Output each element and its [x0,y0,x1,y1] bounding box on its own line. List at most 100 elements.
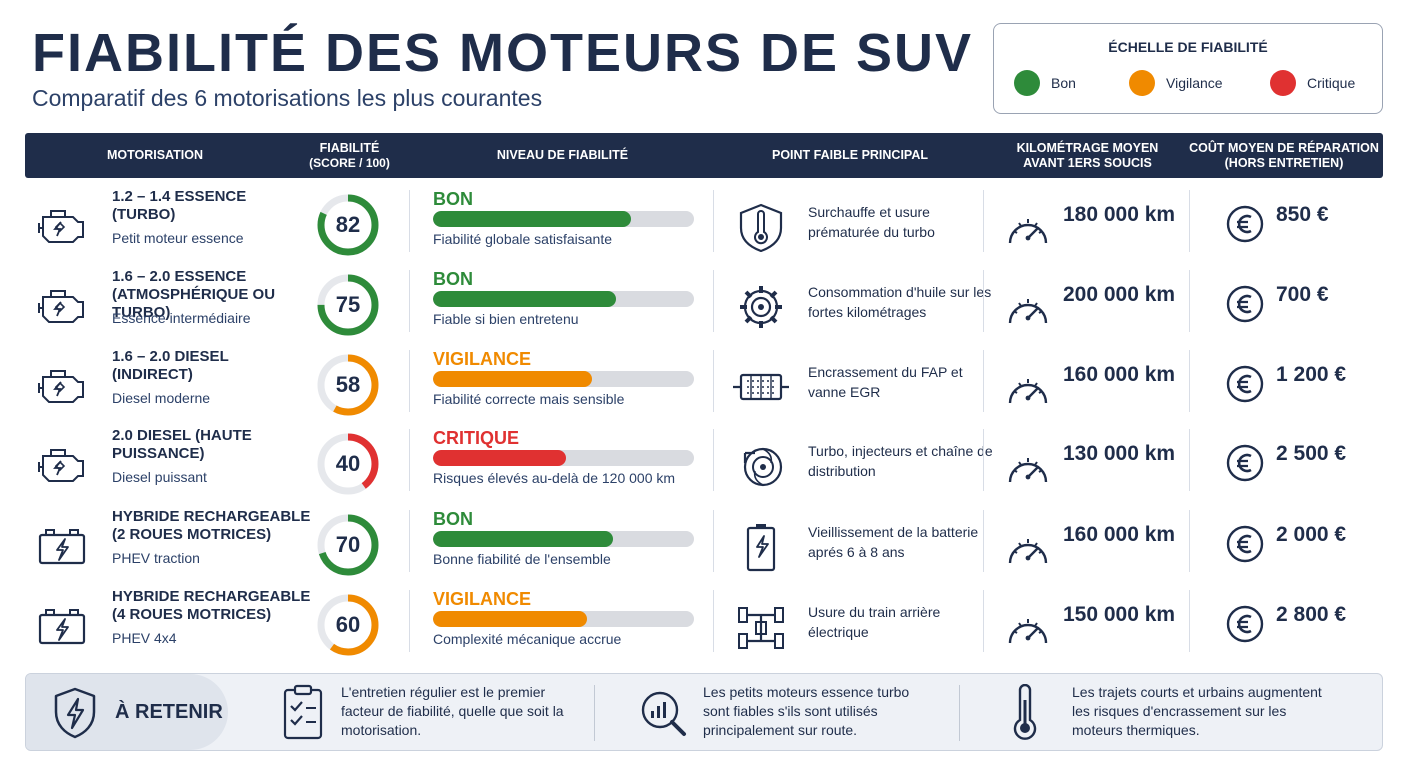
speedometer-icon [1008,379,1048,404]
motorisation-subtitle: PHEV 4x4 [112,630,177,646]
header-km-line2: AVANT 1ERS SOUCIS [1023,155,1152,170]
reliability-level: VIGILANCE [433,349,532,369]
column-divider [1189,590,1190,652]
reliability-bar-fill [433,611,587,627]
repair-cost: 700 € [1276,283,1329,306]
legend-label: Vigilance [1166,75,1223,91]
footer-divider [594,685,595,741]
tip-text-2: Les petits moteurs essence turbo sont fi… [703,684,910,738]
battery-cell-icon [746,524,776,572]
footer-retenir: À RETENIR L'entretien régulier est le pr… [25,673,1383,751]
reliability-description: Fiabilité correcte mais sensible [433,391,625,407]
column-divider [409,510,410,572]
footer-label: À RETENIR [115,701,223,723]
average-mileage: 160 000 km [1063,363,1176,386]
euro-icon [1226,365,1264,403]
score-value: 60 [335,612,361,637]
engine-icon [38,290,84,323]
reliability-bar [433,611,694,627]
weak-point: Encrassement du FAP et vanne EGR [808,364,963,400]
gear-icon [740,286,782,328]
weak-point: Usure du train arrière électrique [808,604,941,640]
table-row: 2.0 DIESEL (HAUTE PUISSANCE) Diesel puiss… [25,424,1383,504]
speedometer-icon [1008,619,1048,644]
score-value: 70 [335,532,361,557]
clipboard-check-icon [283,684,323,740]
battery-icon [38,529,86,565]
header-fiabilite: FIABILITÉ (SCORE / 100) [287,133,412,178]
reliability-bar-fill [433,211,632,227]
footer-divider [959,685,960,741]
battery-icon [38,609,86,645]
reliability-level: BON [433,509,473,529]
turbo-icon [743,447,783,487]
score-ring [317,194,379,256]
euro-icon [1226,285,1264,323]
legend-item-critique: Critique [1270,70,1355,96]
legend-title: ÉCHELLE DE FIABILITÉ [1108,39,1268,55]
magnifier-chart-icon [641,691,686,736]
average-mileage: 200 000 km [1063,283,1176,306]
weak-point: Consommation d'huile sur les fortes kilo… [808,284,992,320]
euro-icon [1226,605,1264,643]
average-mileage: 160 000 km [1063,523,1176,546]
average-mileage: 130 000 km [1063,442,1176,465]
column-divider [983,510,984,572]
orange-dot-icon [1129,70,1155,96]
score-ring [317,514,379,576]
column-divider [1189,510,1190,572]
tip-text-3: Les trajets courts et urbains augmentent… [1072,684,1322,738]
motorisation-name: 1.2 – 1.4 ESSENCE (TURBO) [112,188,247,223]
score-value: 58 [335,372,361,397]
column-divider [983,350,984,412]
header-niveau: NIVEAU DE FIABILITÉ [496,148,629,162]
score-ring [317,594,379,656]
footer-label-panel: À RETENIR [26,674,228,750]
reliability-bar [433,531,694,547]
reliability-bar-fill [433,450,567,466]
column-divider [1189,270,1190,332]
column-divider [409,270,410,332]
reliability-bar-fill [433,371,593,387]
column-divider [409,429,410,491]
motorisation-name: 1.6 – 2.0 ESSENCE (ATMOSPHÉRIQUE OU TURB… [112,268,276,321]
header-motorisation: MOTORISATION [106,148,204,162]
tip-text-1: L'entretien régulier est le premier fact… [341,684,564,738]
header-km-line1: KILOMÉTRAGE MOYEN [1016,140,1159,155]
column-divider [713,350,714,412]
drivetrain-icon [738,607,784,649]
repair-cost: 2 800 € [1276,603,1347,626]
table-header: MOTORISATION FIABILITÉ (SCORE / 100) NIV… [25,133,1383,178]
header-fiabilite-line1: FIABILITÉ [319,140,380,155]
repair-cost: 2 000 € [1276,523,1347,546]
euro-icon [1226,205,1264,243]
page-subtitle: Comparatif des 6 motorisations les plus … [32,85,543,111]
column-divider [1189,429,1190,491]
header-fiabilite-line2: (SCORE / 100) [309,155,390,170]
motorisation-subtitle: Diesel moderne [112,390,211,406]
motorisation-subtitle: PHEV traction [112,550,200,566]
column-divider [409,590,410,652]
legend-item-bon: Bon [1014,70,1076,96]
shield-lightning-icon [54,687,96,739]
reliability-description: Complexité mécanique accrue [433,631,622,647]
motorisation-subtitle: Diesel puissant [112,469,207,485]
header-point-faible: POINT FAIBLE PRINCIPAL [771,148,929,162]
reliability-level: VIGILANCE [433,589,532,609]
motorisation-name: HYBRIDE RECHARGEABLE (4 ROUES MOTRICES) [112,588,311,623]
reliability-legend: ÉCHELLE DE FIABILITÉ Bon Vigilance Criti… [993,23,1383,114]
engine-icon [38,449,84,482]
red-dot-icon [1270,70,1296,96]
engine-icon [38,370,84,403]
column-divider [713,590,714,652]
table-row: HYBRIDE RECHARGEABLE (4 ROUES MOTRICES) P… [25,585,1383,665]
table-row: 1.6 – 2.0 ESSENCE (ATMOSPHÉRIQUE OU TURB… [25,265,1383,345]
column-divider [983,590,984,652]
reliability-level: CRITIQUE [433,428,520,448]
score-value: 82 [335,212,361,237]
column-divider [1189,350,1190,412]
motorisation-subtitle: Petit moteur essence [112,230,244,246]
reliability-description: Bonne fiabilité de l'ensemble [433,551,611,567]
column-divider [713,190,714,252]
header-cout-line2: (HORS ENTRETIEN) [1224,155,1344,170]
